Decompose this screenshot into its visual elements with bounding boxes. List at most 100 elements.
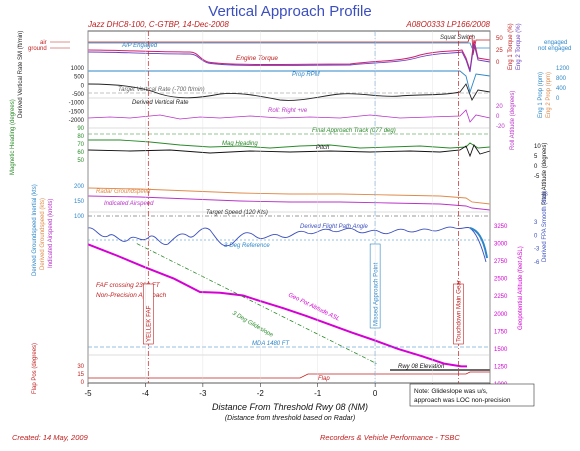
rpm-tick-label: 800 [556, 76, 567, 82]
note-line-2: approach was LOC non-precision [414, 397, 511, 404]
torque-eng1-trace [87, 39, 491, 71]
vertical-rate-tick-label: 500 [74, 75, 85, 81]
flap-axis-label: Flap Pos (degrees) [32, 343, 38, 394]
prop-rpm-trace [88, 70, 491, 94]
heading-tick-label: 60 [77, 150, 84, 156]
x-tick-label: -4 [142, 389, 150, 398]
three-deg-reference-label: 3-Deg Reference [224, 243, 270, 249]
ap-engaged-trace [88, 42, 490, 49]
flap-label: Flap [318, 376, 330, 382]
roll-trace [87, 109, 491, 123]
x-axis-label: Distance From Threshold Rwy 08 (NM) [212, 402, 368, 412]
vertical-rate-tick-label: -1000 [69, 101, 85, 107]
rpm-tick-label: 400 [556, 86, 567, 92]
vertical-rate-tick-label: -500 [72, 92, 85, 98]
heading-tick-label: 70 [77, 142, 84, 148]
vertical-rate-tick-label: 1000 [71, 66, 85, 72]
radar-groundspeed-trace [87, 187, 491, 205]
radar-groundspeed-label: Radar Groundspeed [96, 189, 151, 195]
indicated-airspeed-trace [87, 195, 491, 211]
altitude-right-axis: 3250300027502500225020001750150012501000 [494, 224, 508, 388]
engaged-label: engaged [544, 40, 567, 46]
speed-tick-label: 100 [74, 214, 85, 220]
altitude-tick-label: 2250 [494, 294, 508, 300]
non-precision-approach-label: Non-Precision Approach [96, 292, 167, 299]
flap-left-axis: 30 15 0 [77, 364, 84, 386]
pitch-trace [87, 144, 491, 158]
engine-torque-label: Engine Torque [236, 55, 278, 62]
pitch-right-axis: 10 5 0 -5 [534, 144, 541, 180]
indicated-airspeed-axis-label: Indicated Airspeed (knots) [48, 199, 54, 268]
x-axis-sublabel: (Distance from threshold based on Radar) [225, 415, 355, 422]
derived-vertical-rate-label: Derived Vertical Rate [132, 100, 189, 106]
pitch-tick-label: 0 [534, 164, 538, 170]
altitude-tick-label: 3250 [494, 224, 508, 230]
prop-rpm-label: Prop RPM [292, 72, 320, 78]
speed-left-axis: 200 150 100 [74, 184, 85, 220]
ground-label: ground [28, 46, 47, 52]
geo-altitude-trace [87, 243, 467, 368]
flap-trace [88, 371, 490, 379]
heading-tick-label: 50 [77, 158, 84, 164]
fpa-tick-label: -3 [534, 247, 540, 253]
target-speed-label: Target Speed (120 Kts) [206, 210, 268, 216]
derived-fpa-trace [87, 226, 487, 263]
flap-tick-label: 30 [77, 364, 84, 370]
pitch-label: Pitch [316, 145, 330, 151]
chart-title: Vertical Approach Profile [208, 3, 371, 20]
altitude-tick-label: 1500 [494, 347, 508, 353]
pitch-tick-label: -5 [534, 174, 540, 180]
altitude-series [87, 243, 467, 368]
vertical-rate-axis-label: Derived Vertical Rate SM (ft/min) [18, 31, 24, 118]
squat-switch-trace [88, 35, 490, 56]
x-tick-label: -3 [199, 389, 207, 398]
torque-tick-label: 0 [496, 60, 500, 66]
vertical-markers: YELLEK FAF Missed Approach Point Touchdown… [143, 31, 464, 383]
fpa-tick-label: 0 [534, 233, 538, 239]
final-approach-track-label: Final Approach Track (077 deg) [312, 128, 396, 134]
fpa-right-axis: 3 0 -3 -6 [534, 220, 540, 266]
altitude-tick-label: 2750 [494, 259, 508, 265]
fpa-tick-label: 3 [534, 220, 538, 226]
pitch-tick-label: 5 [534, 154, 538, 160]
rpm-right-axis: 1200 800 400 0 [556, 66, 570, 102]
torque-right-axis: 50 25 0 [496, 36, 503, 66]
heading-left-axis: 90 80 70 60 50 [77, 126, 84, 164]
rpm-tick-label: 1200 [556, 66, 570, 72]
mag-heading-trace [88, 139, 491, 149]
target-vertical-rate-label: Target Vertical Rate (-700 ft/min) [118, 87, 205, 93]
not-engaged-label: not engaged [538, 46, 571, 52]
altitude-tick-label: 2500 [494, 277, 508, 283]
altitude-tick-label: 3000 [494, 242, 508, 248]
vertical-rate-tick-label: 0 [81, 83, 85, 89]
roll-tick-label: 0 [496, 114, 500, 120]
roll-label: Roll: Right +ve [268, 108, 308, 114]
eng1-torque-axis-label: Eng 1 Torque (%) [508, 23, 514, 70]
magnetic-heading-axis-label: Magnetic Heading (degrees) [10, 99, 16, 175]
roll-tick-label: 20 [496, 104, 503, 110]
chart-subtitle-left: Jazz DHC8-100, C-GTBP, 14-Dec-2008 [87, 20, 229, 29]
fpa-smooth-trace [469, 227, 488, 259]
flap-tick-label: 0 [81, 380, 85, 386]
tsbc-footer: Recorders & Vehicle Performance - TSBC [320, 433, 460, 442]
fpa-tick-label: -6 [534, 260, 540, 266]
roll-right-axis: 20 0 -20 [496, 104, 505, 130]
vertical-marker-label: Touchdown Main Gear [456, 280, 463, 342]
pitch-tick-label: 10 [534, 144, 541, 150]
altitude-tick-label: 2000 [494, 312, 508, 318]
eng1-prop-axis-label: Eng 1 Prop (rpm) [538, 72, 544, 118]
chart-subtitle-right: A08O0333 LP166/2008 [405, 20, 490, 29]
vertical-marker-box [143, 283, 154, 345]
roll-tick-label: -20 [496, 124, 505, 130]
vertical-marker-label: Missed Approach Point [372, 262, 379, 326]
heading-tick-label: 90 [77, 126, 84, 132]
vertical-marker-label: YELLEK FAF [146, 305, 153, 342]
heading-tick-label: 80 [77, 134, 84, 140]
vertical-marker-box [453, 283, 464, 345]
altitude-tick-label: 1250 [494, 364, 508, 370]
vertical-rate-tick-label: -2000 [69, 118, 85, 124]
vertical-rate-tick-label: -1500 [69, 109, 85, 115]
rpm-tick-label: 0 [556, 96, 560, 102]
x-tick-label: 0 [373, 389, 378, 398]
